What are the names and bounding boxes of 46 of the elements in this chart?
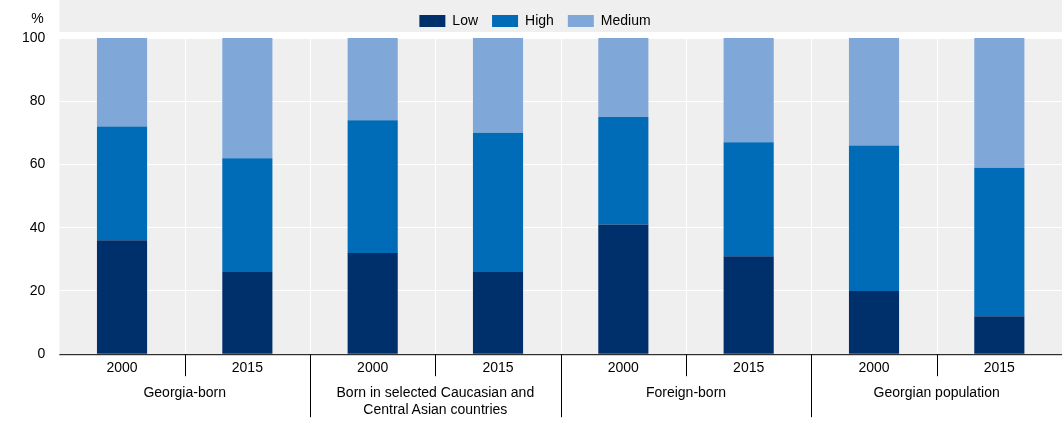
bar (472, 132, 524, 272)
bar (723, 256, 774, 354)
bar (472, 271, 524, 354)
bar (347, 253, 398, 354)
legend-label: High (525, 11, 554, 28)
bar (598, 117, 649, 225)
y-axis-title: % (31, 9, 44, 26)
bar (848, 38, 900, 146)
bar (347, 38, 398, 121)
x-tick-label: 2000 (858, 359, 890, 376)
y-tick-label: 60 (29, 155, 46, 172)
bar (723, 38, 774, 143)
bar (96, 38, 148, 127)
bar (974, 38, 1025, 168)
bar (723, 142, 774, 257)
bar (598, 38, 649, 118)
x-tick-label: 2015 (231, 359, 264, 376)
bar (222, 158, 273, 272)
legend-label: Medium (600, 11, 651, 28)
bar (222, 271, 273, 354)
y-tick-label: 0 (37, 345, 46, 362)
y-tick-label: 100 (22, 28, 46, 45)
bar (472, 38, 524, 133)
text: Foreign-born (645, 384, 727, 401)
bar (598, 224, 649, 354)
bar (848, 290, 900, 354)
x-tick-label: 2015 (983, 359, 1016, 376)
x-tick-label: 2000 (607, 359, 640, 376)
x-tick-label: 2000 (106, 359, 138, 376)
y-tick-label: 40 (29, 218, 46, 235)
bar (974, 167, 1025, 317)
y-tick-label: 20 (29, 281, 46, 298)
x-tick-label: 2015 (733, 359, 765, 376)
text: Georgia-born (143, 384, 226, 401)
x-tick-label: 2015 (482, 359, 514, 376)
bar (222, 38, 273, 159)
text: Born in selected Caucasian and Central Asian countries (336, 384, 535, 418)
bar (96, 240, 148, 354)
y-tick-label: 80 (29, 92, 46, 109)
bar (974, 316, 1025, 354)
text: Georgian population (873, 384, 1000, 401)
legend-label: Low (452, 11, 479, 28)
x-tick-label: 2000 (357, 359, 389, 376)
bar (96, 126, 148, 241)
bar (848, 145, 900, 291)
bar (347, 120, 398, 254)
